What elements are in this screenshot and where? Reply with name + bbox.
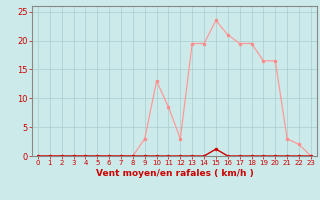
X-axis label: Vent moyen/en rafales ( km/h ): Vent moyen/en rafales ( km/h ) (96, 169, 253, 178)
